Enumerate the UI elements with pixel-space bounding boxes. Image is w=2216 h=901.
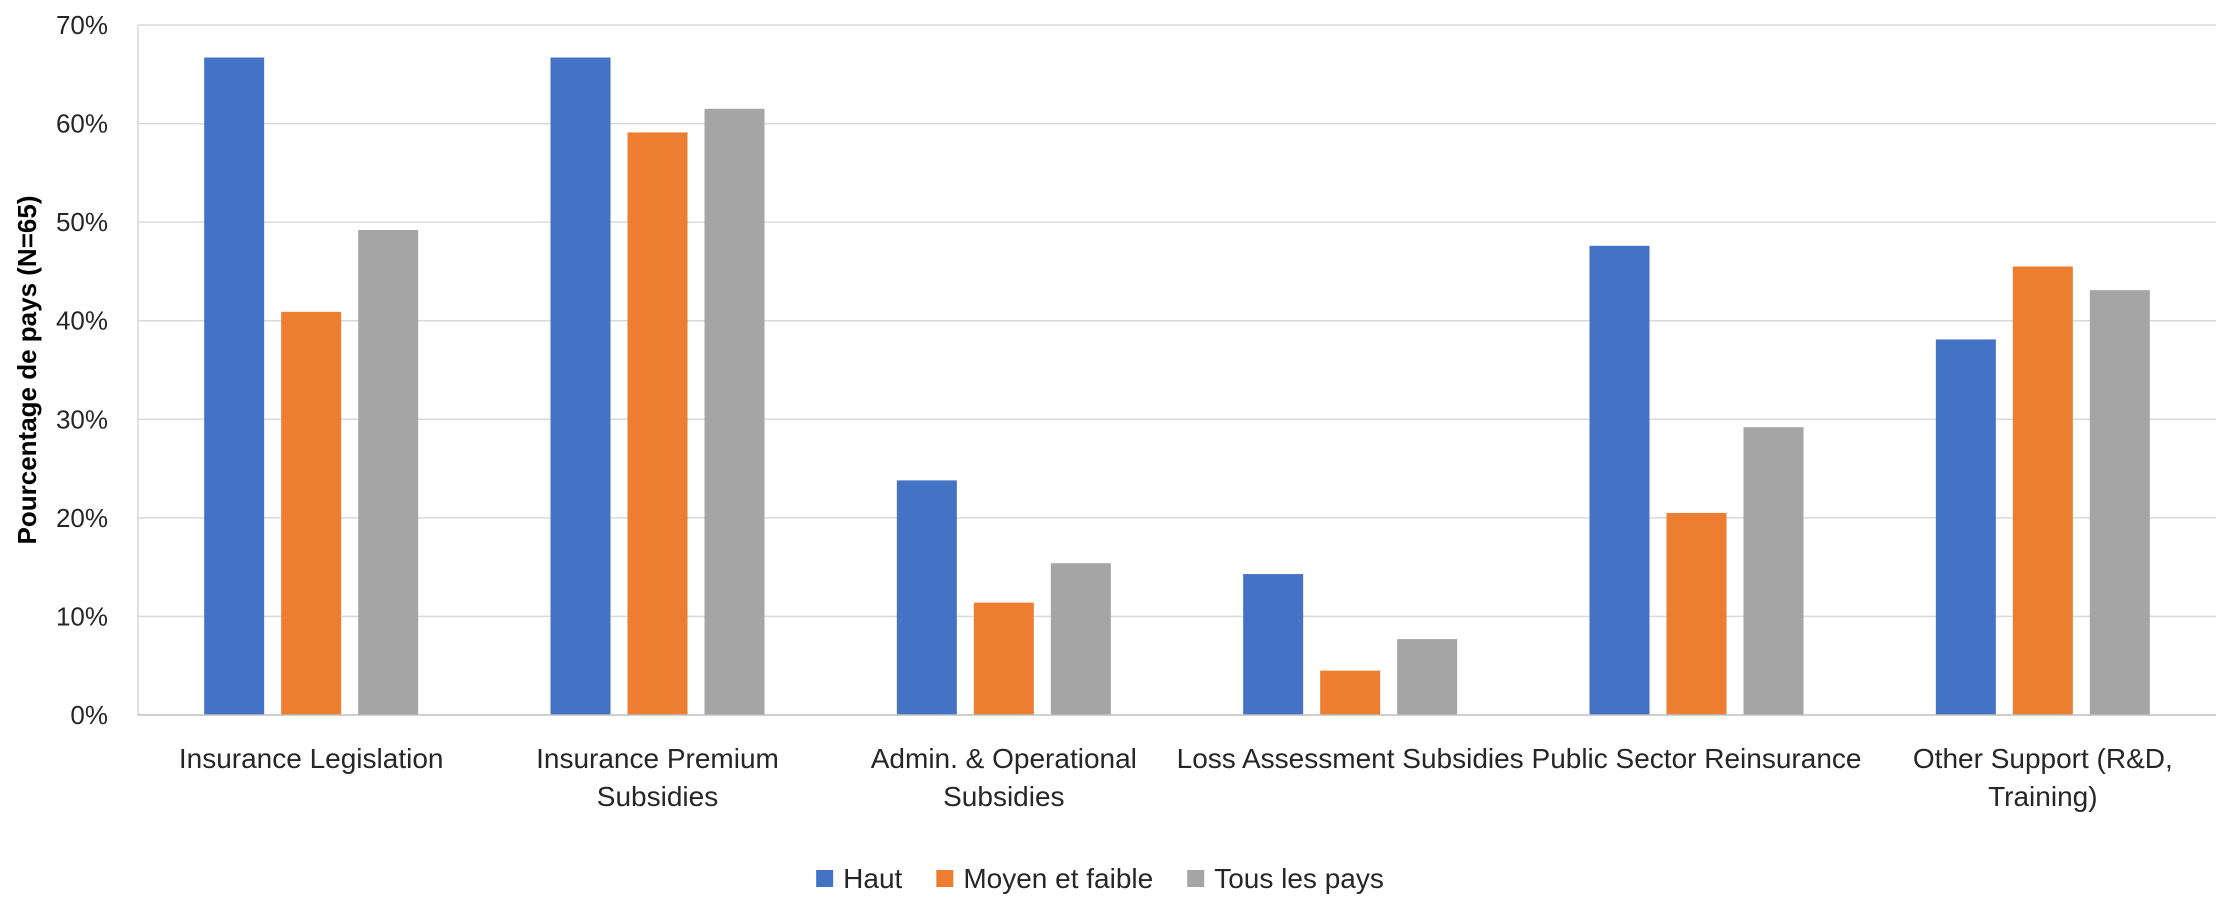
- bar: [550, 57, 611, 716]
- category-label: Public Sector Reinsurance: [1532, 743, 1862, 774]
- y-tick-labels: 0% 10% 20% 30% 40% 50% 60% 70%: [56, 10, 108, 730]
- y-tick-label: 20%: [56, 503, 108, 533]
- bar: [1243, 574, 1304, 715]
- category-label: Loss Assessment Subsidies: [1177, 743, 1524, 774]
- category-label: Subsidies: [943, 781, 1064, 812]
- bar: [627, 132, 688, 715]
- legend-swatch: [1187, 870, 1205, 887]
- bar: [1666, 512, 1727, 715]
- bar: [1935, 339, 1996, 715]
- legend-swatch: [936, 870, 954, 887]
- bar: [1050, 563, 1111, 715]
- y-tick-label: 10%: [56, 601, 108, 631]
- category-labels: Insurance Legislation Insurance Premium Su…: [179, 743, 2173, 812]
- y-tick-label: 60%: [56, 109, 108, 139]
- bar: [704, 108, 765, 716]
- y-tick-label: 50%: [56, 207, 108, 237]
- bar: [973, 602, 1034, 715]
- y-tick-label: 0%: [70, 700, 108, 730]
- bar: [896, 480, 957, 715]
- legend-label: Tous les pays: [1214, 863, 1384, 894]
- bar: [358, 230, 419, 715]
- bar: [1743, 427, 1804, 715]
- category-label: Other Support (R&D,: [1913, 743, 2173, 774]
- y-tick-label: 40%: [56, 306, 108, 336]
- bars: [204, 57, 2150, 716]
- category-label: Subsidies: [597, 781, 718, 812]
- category-label: Admin. & Operational: [871, 743, 1137, 774]
- y-tick-label: 70%: [56, 10, 108, 40]
- bar: [1397, 639, 1458, 715]
- y-tick-label: 30%: [56, 404, 108, 434]
- axes: [137, 25, 2216, 716]
- bar: [281, 311, 342, 715]
- legend-label: Haut: [843, 863, 902, 894]
- category-label: Training): [1988, 781, 2097, 812]
- y-axis-label: Pourcentage de pays (N=65): [12, 196, 42, 545]
- bar: [2012, 266, 2073, 715]
- legend: Haut Moyen et faible Tous les pays: [816, 863, 1384, 894]
- legend-swatch: [816, 870, 834, 887]
- category-label: Insurance Premium: [536, 743, 779, 774]
- bar: [1589, 245, 1650, 716]
- bar: [1320, 670, 1381, 715]
- bar: [2089, 290, 2150, 715]
- legend-label: Moyen et faible: [963, 863, 1153, 894]
- category-label: Insurance Legislation: [179, 743, 444, 774]
- gridlines: [138, 24, 2216, 618]
- bar: [204, 57, 265, 716]
